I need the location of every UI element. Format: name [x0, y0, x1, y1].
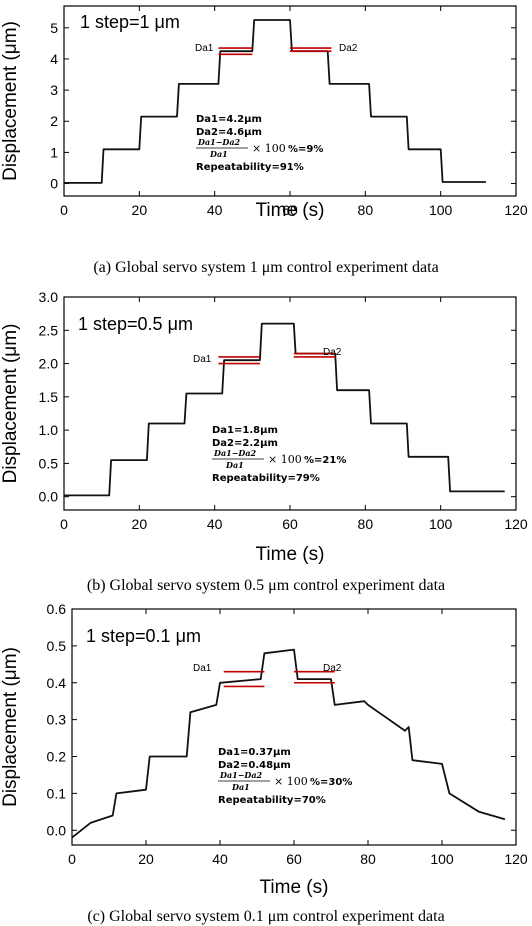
fraction-numerator: Da1−Da2	[197, 137, 241, 147]
annotation-repeatability: Repeatability=79%	[212, 473, 320, 484]
x-axis-label: Time (s)	[256, 200, 325, 221]
annotation-percent: %=30%	[310, 777, 352, 788]
x-tick-label: 40	[212, 851, 228, 867]
annotation-da2: Da2=0.48μm	[218, 760, 291, 771]
x-tick-label: 120	[504, 851, 528, 867]
fraction-denominator: Da1	[209, 149, 228, 159]
x-tick-label: 40	[207, 202, 223, 218]
annotation-da1: Da1=4.2μm	[196, 114, 262, 125]
x-tick-label: 20	[138, 851, 154, 867]
y-tick-label: 3	[50, 82, 58, 98]
y-tick-label: 5	[50, 20, 58, 36]
annotation-da1: Da1=0.37μm	[218, 747, 291, 758]
da2-label: Da2	[323, 663, 342, 674]
step-label: 1 step=1 μm	[80, 12, 180, 32]
y-tick-label: 1	[50, 144, 58, 160]
annotation-percent: %=9%	[288, 144, 323, 155]
annotation-da2: Da2=2.2μm	[212, 438, 278, 449]
y-tick-label: 0.4	[47, 675, 67, 691]
fraction-numerator: Da1−Da2	[219, 770, 263, 780]
y-tick-label: 0.5	[47, 638, 67, 654]
x-tick-label: 20	[132, 202, 148, 218]
y-tick-label: 0.0	[47, 822, 67, 838]
da2-label: Da2	[323, 347, 342, 358]
y-tick-label: 0.1	[47, 785, 67, 801]
y-axis-label: Displacement (μm)	[0, 324, 21, 484]
x-tick-label: 40	[207, 516, 223, 532]
x-tick-label: 0	[68, 851, 76, 867]
x-tick-label: 20	[132, 516, 148, 532]
fraction-denominator: Da1	[231, 782, 250, 792]
times-100: × 100	[268, 453, 302, 466]
x-tick-label: 100	[430, 851, 454, 867]
da2-label: Da2	[339, 43, 358, 54]
series-line	[71, 648, 506, 839]
y-tick-label: 1.5	[39, 389, 59, 405]
figure-caption: (b) Global servo system 0.5 μm control e…	[87, 577, 445, 594]
annotation-da2: Da2=4.6μm	[196, 127, 262, 138]
times-100: × 100	[274, 775, 308, 788]
y-tick-label: 4	[50, 51, 58, 67]
x-tick-label: 0	[60, 516, 68, 532]
da1-label: Da1	[193, 663, 212, 674]
x-axis-label: Time (s)	[260, 877, 329, 898]
x-tick-label: 80	[358, 202, 374, 218]
figure-caption: (c) Global servo system 0.1 μm control e…	[87, 908, 444, 925]
da1-label: Da1	[195, 43, 214, 54]
x-tick-label: 80	[358, 516, 374, 532]
y-tick-label: 0.2	[47, 749, 67, 765]
y-tick-label: 0.6	[47, 601, 67, 617]
x-axis-label: Time (s)	[256, 544, 325, 565]
x-tick-label: 60	[286, 851, 302, 867]
y-tick-label: 1.0	[39, 422, 59, 438]
y-tick-label: 3.0	[39, 289, 59, 305]
x-tick-label: 120	[504, 516, 528, 532]
x-tick-label: 80	[360, 851, 376, 867]
y-axis-label: Displacement (μm)	[0, 21, 21, 181]
y-tick-label: 0.5	[39, 455, 59, 471]
annotation-repeatability: Repeatability=91%	[196, 162, 304, 173]
y-tick-label: 0.0	[39, 489, 59, 505]
fraction-numerator: Da1−Da2	[213, 448, 257, 458]
step-label: 1 step=0.1 μm	[86, 626, 201, 646]
y-tick-label: 2.5	[39, 322, 59, 338]
step-label: 1 step=0.5 μm	[78, 314, 193, 334]
panel-b: 0 20 40 60 80 100 120 0.0 0.5 1.0 1.5 2.0 2.5 3.0 Time…	[0, 289, 528, 594]
x-tick-label: 100	[429, 202, 453, 218]
panel-a: 0 20 40 60 80 100 120 0 1 2 3 4 5 Time (s) Displacemen…	[0, 5, 528, 276]
fraction-denominator: Da1	[225, 460, 244, 470]
x-tick-label: 60	[282, 516, 298, 532]
annotation-da1: Da1=1.8μm	[212, 425, 278, 436]
y-tick-label: 2	[50, 113, 58, 129]
series-line	[64, 19, 486, 184]
series-line	[64, 322, 505, 497]
annotation-repeatability: Repeatability=70%	[218, 795, 326, 806]
x-tick-label: 60	[282, 202, 298, 218]
panel-c: 0 20 40 60 80 100 120 0.0 0.1 0.2 0.3 0.4 0.5 0.6 Time…	[0, 601, 528, 925]
x-tick-label: 0	[60, 202, 68, 218]
x-tick-label: 100	[429, 516, 453, 532]
y-tick-label: 0	[50, 176, 58, 192]
da1-label: Da1	[193, 354, 212, 365]
times-100: × 100	[252, 142, 286, 155]
figure-caption: (a) Global servo system 1 μm control exp…	[93, 259, 438, 276]
annotation-percent: %=21%	[304, 455, 346, 466]
y-tick-label: 2.0	[39, 356, 59, 372]
y-tick-label: 0.3	[47, 712, 67, 728]
x-tick-label: 120	[504, 202, 528, 218]
y-axis-label: Displacement (μm)	[0, 647, 21, 807]
